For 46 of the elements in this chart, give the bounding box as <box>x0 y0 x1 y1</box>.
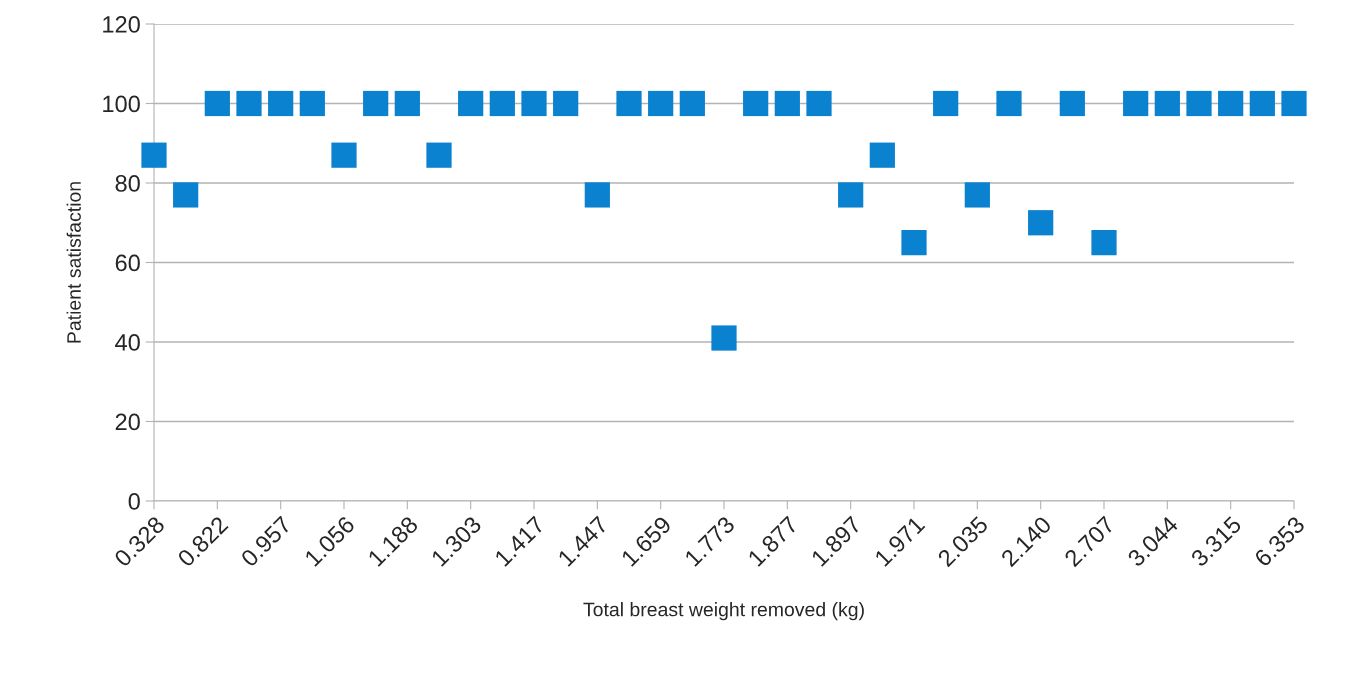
point <box>869 142 895 168</box>
point <box>204 90 230 117</box>
y-axis-title: Patient satisfaction <box>66 182 81 343</box>
point <box>1154 90 1180 117</box>
point <box>363 90 389 117</box>
point <box>489 90 515 117</box>
y-tick-label: 100 <box>103 95 140 113</box>
point <box>268 90 294 117</box>
point <box>711 325 737 351</box>
point <box>679 90 705 117</box>
point <box>236 90 262 117</box>
point <box>933 90 959 117</box>
x-axis-title: Total breast weight removed (kg) <box>583 602 864 621</box>
point <box>553 90 579 117</box>
point <box>964 182 990 208</box>
y-tick-label: 0 <box>128 493 140 510</box>
point <box>616 90 642 117</box>
point <box>1123 90 1149 117</box>
point <box>1091 230 1117 256</box>
point <box>521 90 547 117</box>
point <box>141 142 167 168</box>
point <box>806 90 832 117</box>
y-tick-label: 60 <box>115 254 140 272</box>
point <box>648 90 674 117</box>
point <box>996 90 1022 117</box>
point <box>901 230 927 256</box>
point <box>1249 90 1275 117</box>
y-tick-label: 80 <box>115 175 140 192</box>
point <box>1281 90 1307 117</box>
point <box>299 90 325 117</box>
point <box>426 142 452 168</box>
point <box>1186 90 1212 117</box>
y-tick-label: 40 <box>115 334 140 351</box>
point <box>774 90 800 117</box>
point <box>743 90 769 117</box>
point <box>838 182 864 208</box>
point <box>458 90 484 117</box>
point <box>1028 210 1054 236</box>
point <box>1059 90 1085 117</box>
point <box>1218 90 1244 117</box>
point <box>173 182 199 208</box>
y-tick-label: 20 <box>115 413 140 431</box>
point <box>584 182 610 208</box>
point <box>331 142 357 168</box>
point <box>394 90 420 117</box>
y-tick-label: 120 <box>103 16 140 33</box>
